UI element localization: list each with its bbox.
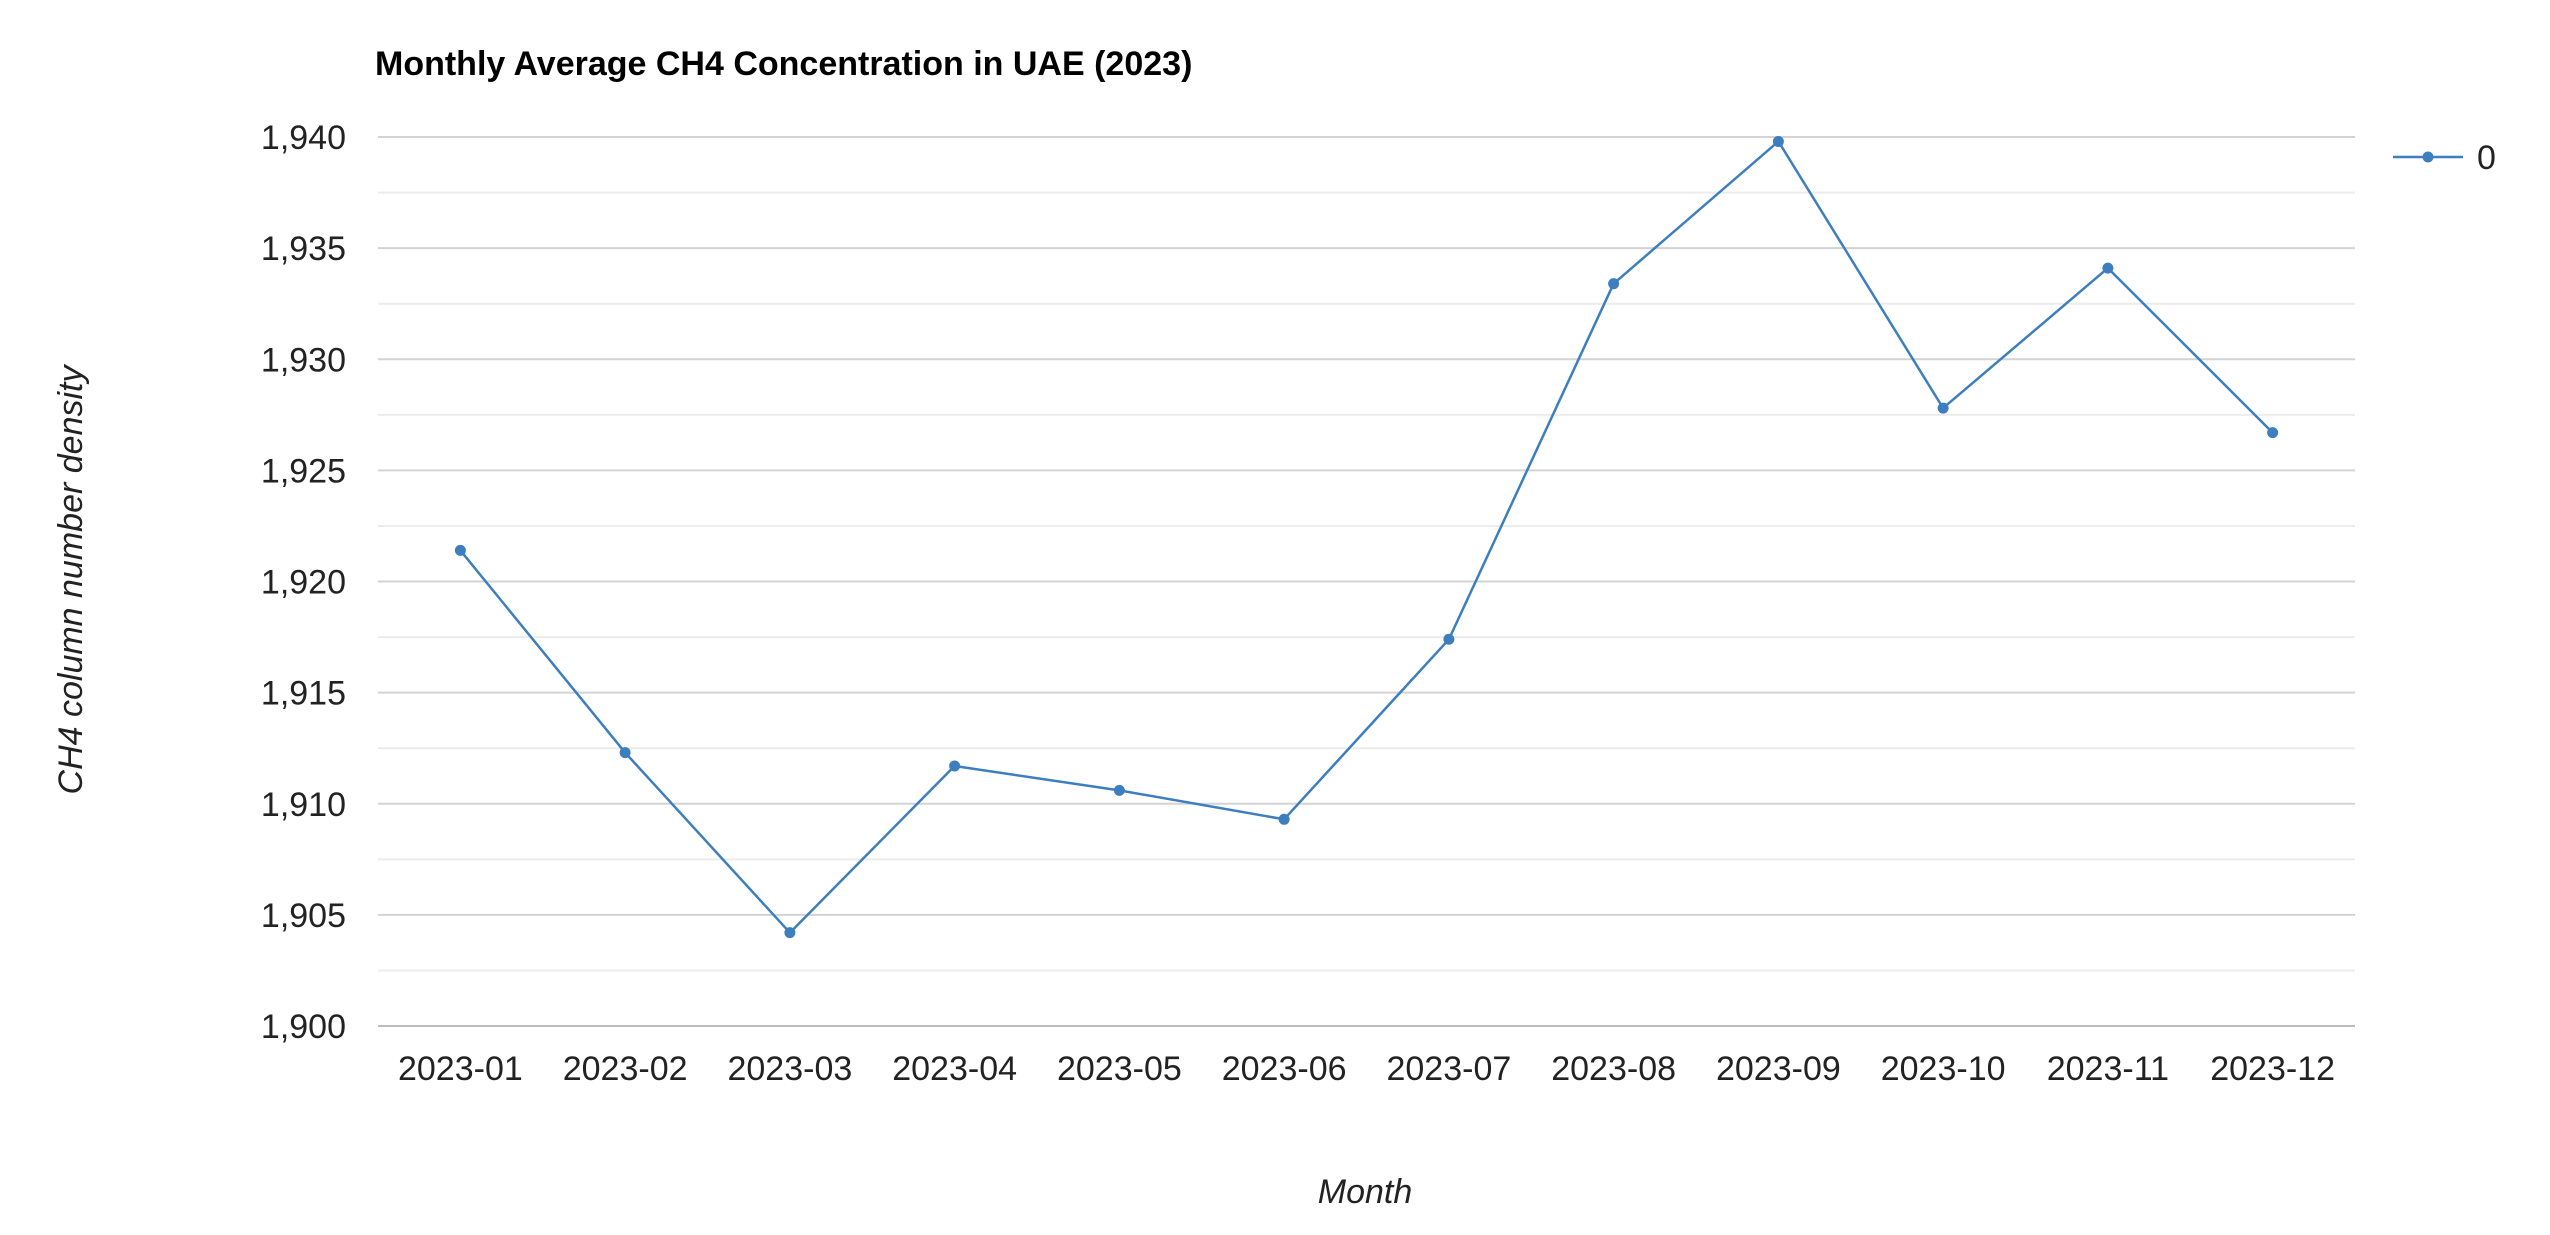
legend: 0: [2393, 139, 2496, 177]
data-point[interactable]: [1443, 633, 1455, 645]
x-tick-label: 2023-01: [398, 1050, 523, 1088]
x-tick-label: 2023-09: [1716, 1050, 1841, 1088]
x-tick-label: 2023-04: [892, 1050, 1017, 1088]
y-tick-label: 1,925: [261, 452, 346, 490]
series-line: [459, 140, 2274, 934]
data-point[interactable]: [1772, 135, 1784, 147]
y-tick-label: 1,935: [261, 230, 346, 268]
y-tick-label: 1,930: [261, 341, 346, 379]
x-tick-label: 2023-02: [563, 1050, 688, 1088]
chart-title: Monthly Average CH4 Concentration in UAE…: [375, 45, 1192, 83]
data-point[interactable]: [784, 927, 796, 939]
y-tick-label: 1,940: [261, 119, 346, 157]
legend-marker: [2422, 151, 2434, 163]
y-axis-title: CH4 column number density: [52, 364, 90, 795]
x-tick-label: 2023-06: [1222, 1050, 1347, 1088]
data-point[interactable]: [2102, 262, 2114, 274]
y-tick-label: 1,910: [261, 786, 346, 824]
data-point[interactable]: [1608, 278, 1620, 290]
y-tick-label: 1,900: [261, 1008, 346, 1046]
x-tick-label: 2023-11: [2047, 1050, 2169, 1088]
y-tick-label: 1,915: [261, 675, 346, 713]
series-lines: [459, 140, 2274, 934]
x-tick-label: 2023-05: [1057, 1050, 1182, 1088]
data-point[interactable]: [1937, 402, 1949, 414]
x-axis-tick-labels: 2023-01 2023-02 2023-03 2023-04 2023-05 2023-…: [398, 1050, 2335, 1088]
y-tick-label: 1,905: [261, 897, 346, 935]
x-tick-label: 2023-08: [1551, 1050, 1676, 1088]
x-tick-label: 2023-07: [1386, 1050, 1511, 1088]
data-point[interactable]: [619, 747, 631, 759]
data-point[interactable]: [454, 544, 466, 556]
x-tick-label: 2023-03: [727, 1050, 852, 1088]
y-axis-tick-labels: 1,900 1,905 1,910 1,915 1,920 1,925 1,930 1,935…: [261, 119, 346, 1046]
x-axis-title: Month: [1318, 1173, 1413, 1211]
grid-lines: [378, 136, 2355, 1027]
data-point[interactable]: [1113, 784, 1125, 796]
x-tick-label: 2023-10: [1881, 1050, 2006, 1088]
x-tick-label: 2023-12: [2210, 1050, 2335, 1088]
data-point[interactable]: [949, 760, 961, 772]
data-point[interactable]: [2267, 427, 2279, 439]
series-points: [454, 135, 2279, 939]
legend-label: 0: [2477, 139, 2496, 177]
y-tick-label: 1,920: [261, 564, 346, 602]
data-point[interactable]: [1278, 813, 1290, 825]
